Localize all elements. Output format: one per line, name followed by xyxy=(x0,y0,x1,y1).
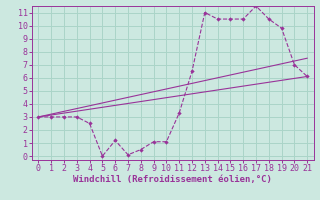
X-axis label: Windchill (Refroidissement éolien,°C): Windchill (Refroidissement éolien,°C) xyxy=(73,175,272,184)
